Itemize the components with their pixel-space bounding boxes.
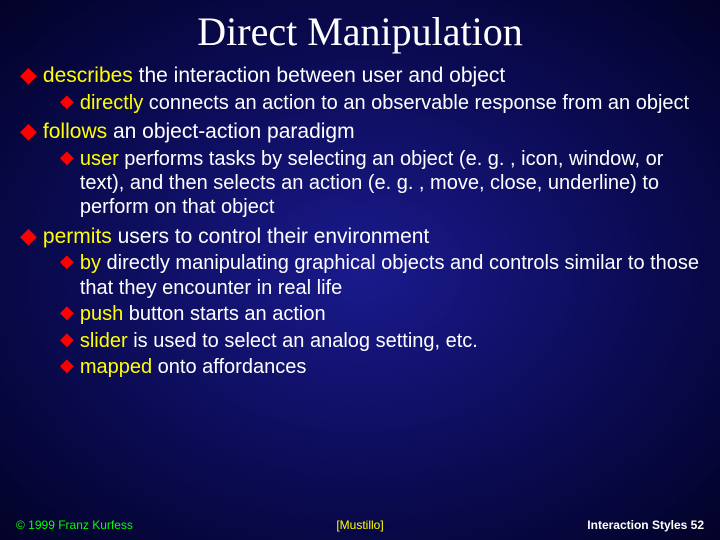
bullet-level1: ◆ describes the interaction between user… (20, 63, 700, 89)
diamond-icon: ◆ (20, 63, 37, 87)
slide-footer: © 1999 Franz Kurfess [Mustillo] Interact… (16, 518, 704, 532)
bullet-text: permits users to control their environme… (43, 224, 429, 250)
diamond-icon: ◆ (60, 355, 74, 377)
bullet-firstword: push (80, 303, 123, 325)
bullet-level1: ◆ follows an object-action paradigm (20, 119, 700, 145)
bullet-level1: ◆ permits users to control their environ… (20, 224, 700, 250)
bullet-text: describes the interaction between user a… (43, 63, 505, 89)
bullet-rest: the interaction between user and object (133, 64, 505, 87)
bullet-text: user performs tasks by selecting an obje… (80, 147, 700, 220)
bullet-firstword: follows (43, 120, 107, 143)
slide-content: ◆ describes the interaction between user… (20, 63, 700, 379)
footer-page-number: Interaction Styles 52 (587, 518, 704, 532)
diamond-icon: ◆ (60, 302, 74, 324)
bullet-firstword: describes (43, 64, 133, 87)
diamond-icon: ◆ (60, 329, 74, 351)
bullet-level2: ◆ push button starts an action (20, 302, 700, 326)
diamond-icon: ◆ (20, 119, 37, 143)
bullet-rest: button starts an action (123, 303, 325, 325)
bullet-level2: ◆ slider is used to select an analog set… (20, 329, 700, 353)
footer-citation: [Mustillo] (336, 518, 383, 532)
bullet-rest: onto affordances (152, 356, 306, 378)
bullet-level2: ◆ by directly manipulating graphical obj… (20, 251, 700, 300)
bullet-firstword: user (80, 148, 119, 170)
bullet-text: push button starts an action (80, 302, 326, 326)
diamond-icon: ◆ (60, 147, 74, 169)
footer-copyright: © 1999 Franz Kurfess (16, 518, 133, 532)
bullet-firstword: mapped (80, 356, 152, 378)
diamond-icon: ◆ (60, 251, 74, 273)
bullet-text: directly connects an action to an observ… (80, 91, 689, 115)
bullet-rest: connects an action to an observable resp… (143, 92, 689, 114)
bullet-rest: an object-action paradigm (107, 120, 354, 143)
bullet-level2: ◆ mapped onto affordances (20, 355, 700, 379)
bullet-rest: is used to select an analog setting, etc… (128, 330, 478, 352)
bullet-firstword: directly (80, 92, 143, 114)
bullet-rest: users to control their environment (112, 225, 429, 248)
bullet-firstword: permits (43, 225, 112, 248)
bullet-text: slider is used to select an analog setti… (80, 329, 478, 353)
bullet-text: mapped onto affordances (80, 355, 306, 379)
bullet-rest: directly manipulating graphical objects … (80, 252, 699, 298)
diamond-icon: ◆ (60, 91, 74, 113)
bullet-text: follows an object-action paradigm (43, 119, 355, 145)
diamond-icon: ◆ (20, 224, 37, 248)
slide: Direct Manipulation ◆ describes the inte… (0, 0, 720, 540)
slide-title: Direct Manipulation (20, 8, 700, 55)
bullet-firstword: by (80, 252, 101, 274)
bullet-level2: ◆ directly connects an action to an obse… (20, 91, 700, 115)
bullet-level2: ◆ user performs tasks by selecting an ob… (20, 147, 700, 220)
bullet-rest: performs tasks by selecting an object (e… (80, 148, 664, 219)
bullet-text: by directly manipulating graphical objec… (80, 251, 700, 300)
bullet-firstword: slider (80, 330, 128, 352)
